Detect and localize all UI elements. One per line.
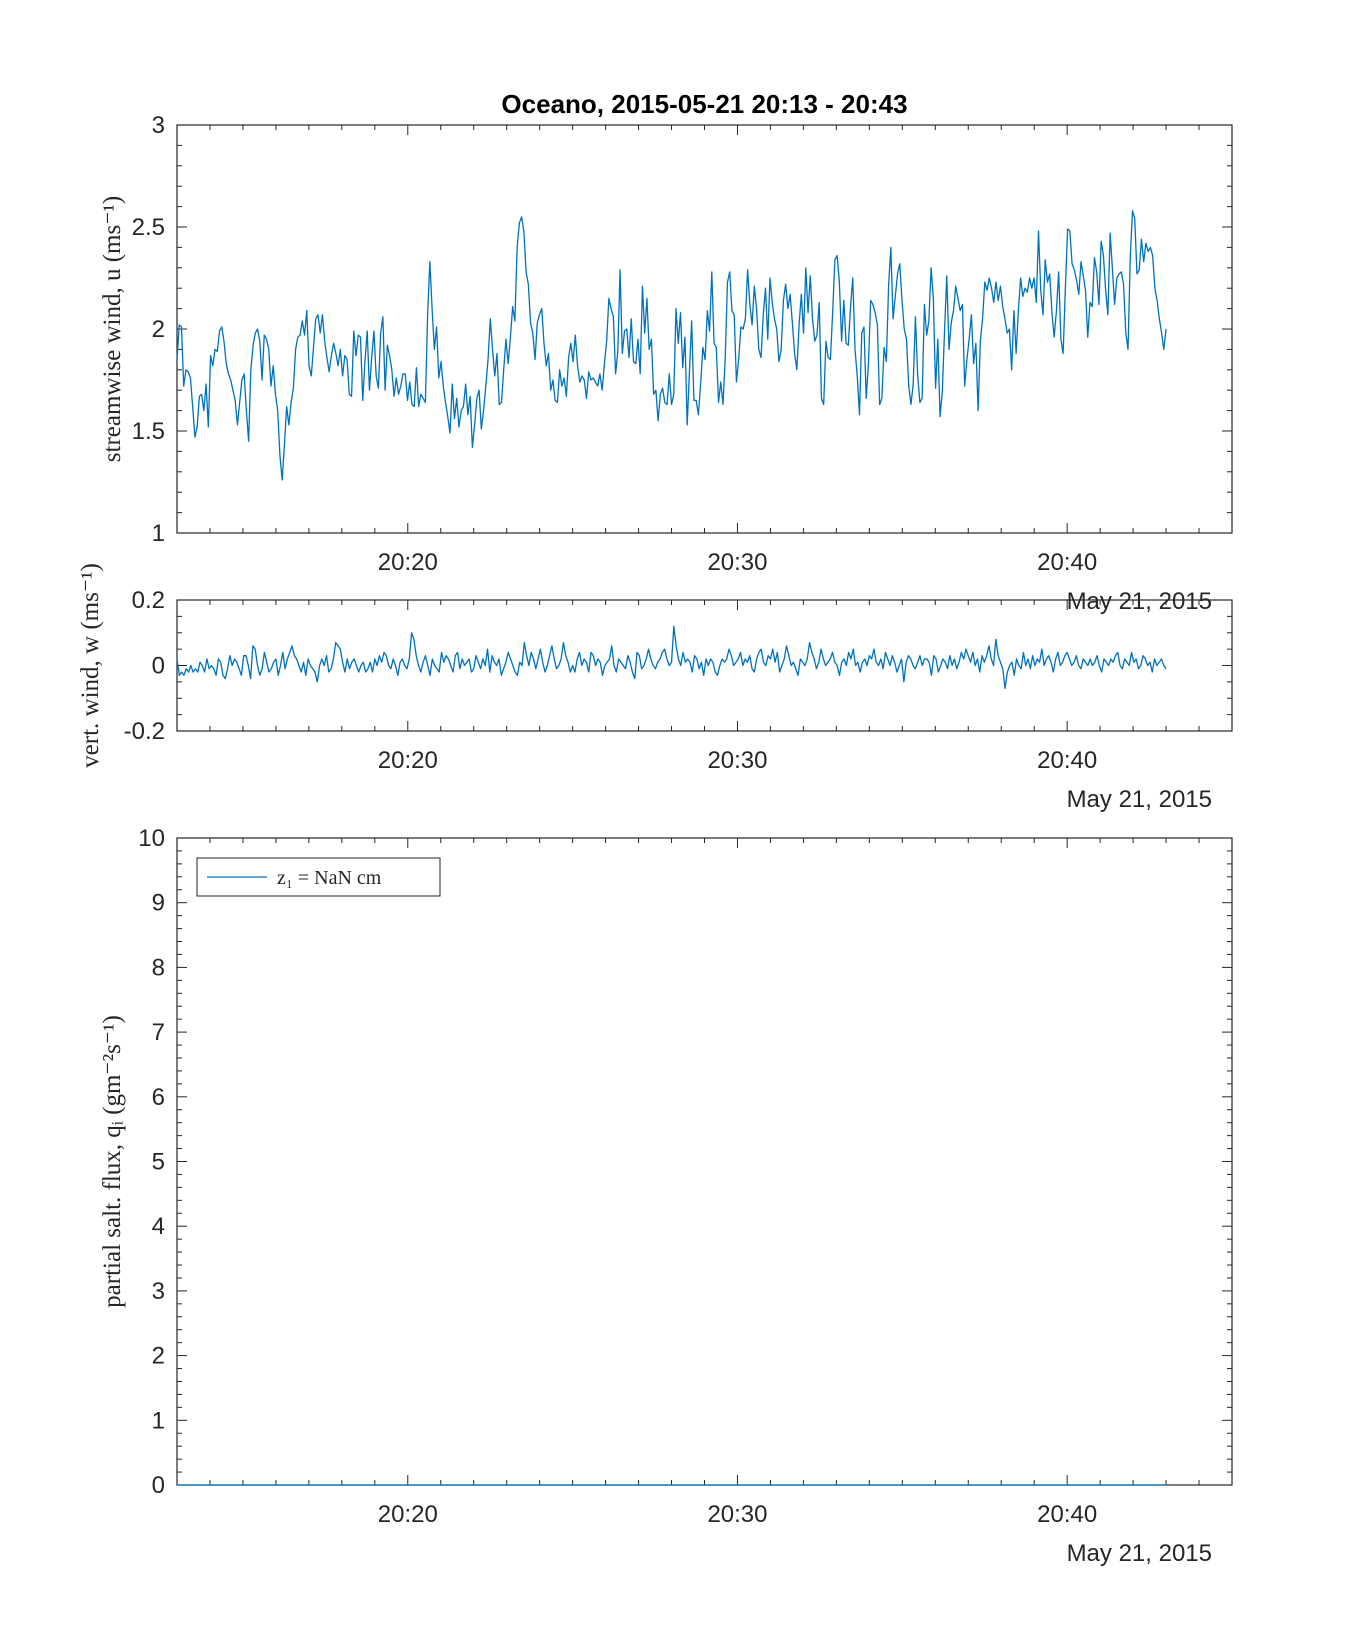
legend: z₁ = NaN cm [196,857,441,897]
y-tick-label: 0.2 [132,587,165,614]
x-tick-label: 20:20 [378,1501,438,1528]
x-tick-label: 20:30 [707,549,767,576]
x-tick-label: 20:40 [1037,747,1097,774]
y-tick-label: 1 [152,520,165,547]
y-tick-label: -0.2 [124,718,165,745]
y-tick-label: 9 [152,890,165,917]
series-line-1 [176,625,1167,690]
panels: 20:20 20:30 20:40 May 21, 2015 1 1.5 2 2.5 3 stre… [77,112,1233,1567]
y-tick-label: 2 [152,316,165,343]
y-tick-label: 10 [138,825,165,852]
y-tick-label: 3 [152,1278,165,1305]
panel-2: 20:20 20:30 20:40 May 21, 2015 -0.2 0 0.2 vert.… [77,563,1233,813]
y-tick-label: 2 [152,1343,165,1370]
x-tick-label: 20:20 [378,747,438,774]
y-tick-label: 0 [152,1472,165,1499]
y-tick-label: 6 [152,1084,165,1111]
panel-1: 20:20 20:30 20:40 May 21, 2015 1 1.5 2 2.5 3 stre… [99,112,1233,615]
x-date-label: May 21, 2015 [1067,786,1212,813]
y-axis-label: streamwise wind, u (ms⁻¹) [99,196,126,462]
y-tick-label: 4 [152,1213,165,1240]
y-tick-label: 1.5 [132,418,165,445]
y-tick-label: 5 [152,1149,165,1176]
y-tick-label: 8 [152,954,165,981]
legend-entry: z₁ = NaN cm [277,867,382,889]
x-tick-label: 20:30 [707,747,767,774]
y-axis-label: partial salt. flux, qᵢ (gm⁻²s⁻¹) [99,1015,126,1308]
y-tick-label: 1 [152,1407,165,1434]
y-tick-label: 3 [152,112,165,139]
figure-title: Oceano, 2015-05-21 20:13 - 20:43 [501,89,907,119]
y-axis-label: vert. wind, w (ms⁻¹) [77,563,104,768]
x-tick-label: 20:40 [1037,1501,1097,1528]
panel-3: 20:20 20:30 20:40 May 21, 2015 0 1 2 3 4 5 6 7 8 9 10 z… [99,825,1233,1567]
x-date-label: May 21, 2015 [1067,588,1212,615]
y-tick-label: 7 [152,1019,165,1046]
x-tick-label: 20:30 [707,1501,767,1528]
axes-box [176,124,1233,534]
y-tick-label: 0 [152,653,165,680]
axes-box [176,837,1233,1486]
x-tick-label: 20:20 [378,549,438,576]
x-date-label: May 21, 2015 [1067,1540,1212,1567]
y-tick-label: 2.5 [132,214,165,241]
x-tick-label: 20:40 [1037,549,1097,576]
series-line-1 [176,210,1167,481]
